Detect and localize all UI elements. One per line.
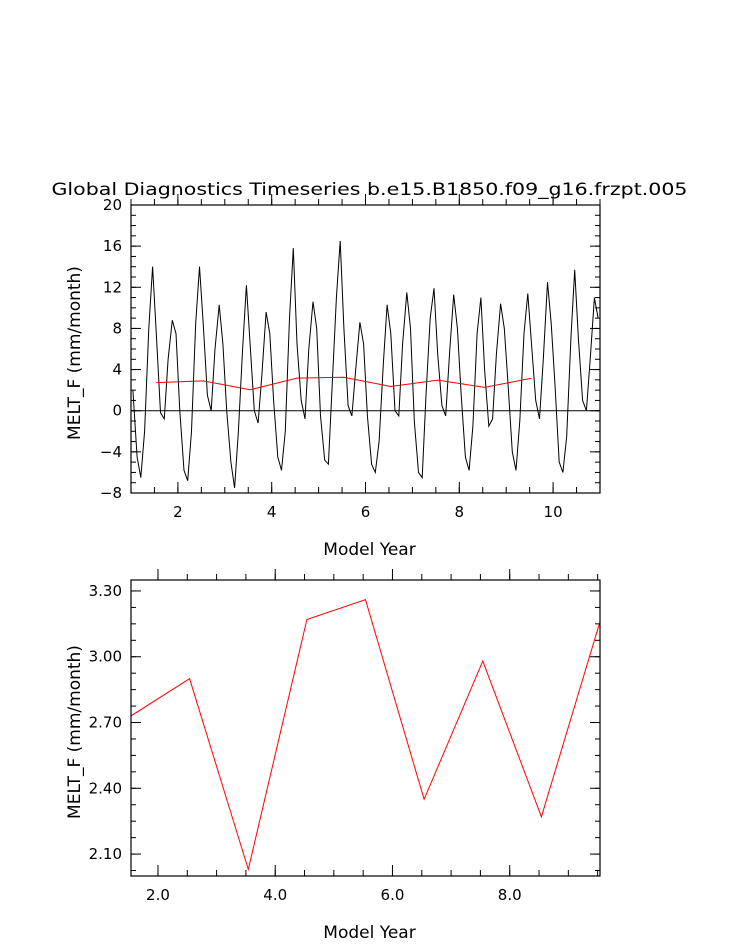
y-tick-label: 12 [103, 278, 122, 296]
y-axis-label: MELT_F (mm/month) [65, 266, 85, 440]
y-tick-label: 16 [103, 237, 122, 255]
x-tick-label: 4.0 [263, 886, 287, 904]
x-axis-label: Model Year [323, 923, 415, 943]
figure: Global Diagnostics Timeseries b.e15.B185… [0, 0, 733, 945]
y-tick-label: 2.40 [89, 779, 122, 797]
y-tick-label: 8 [112, 319, 122, 337]
x-tick-label: 10 [544, 503, 563, 521]
x-tick-label: 6 [361, 503, 371, 521]
chart-title: Global Diagnostics Timeseries b.e15.B185… [52, 180, 688, 200]
series-line-monthly [133, 241, 598, 488]
plot-frame [131, 580, 600, 876]
y-tick-label: 3.30 [89, 582, 122, 600]
y-tick-label: 20 [103, 196, 122, 214]
y-tick-label: 0 [112, 402, 122, 420]
x-tick-label: 4 [267, 503, 277, 521]
y-tick-label: 2.10 [89, 845, 122, 863]
timeseries-panel-top: Global Diagnostics Timeseries b.e15.B185… [52, 180, 688, 560]
x-tick-label: 8 [455, 503, 465, 521]
x-axis-label: Model Year [323, 540, 415, 560]
y-tick-label: 4 [112, 361, 122, 379]
y-axis-label: MELT_F (mm/month) [65, 645, 85, 819]
y-tick-label: −4 [100, 443, 122, 461]
y-tick-label: 2.70 [89, 714, 122, 732]
x-tick-label: 2.0 [146, 886, 170, 904]
x-tick-label: 2 [173, 503, 183, 521]
annual-mean-panel-bottom: 2.0 4.0 6.0 8.0 2.10 2.40 2.70 3.00 3.30 Model Ye… [65, 569, 600, 943]
y-tick-label: 3.00 [89, 648, 122, 666]
plot-frame [131, 205, 600, 493]
x-tick-label: 8.0 [498, 886, 522, 904]
series-line-annual-mean [131, 600, 600, 870]
x-tick-label: 6.0 [381, 886, 405, 904]
y-tick-label: −8 [100, 484, 122, 502]
